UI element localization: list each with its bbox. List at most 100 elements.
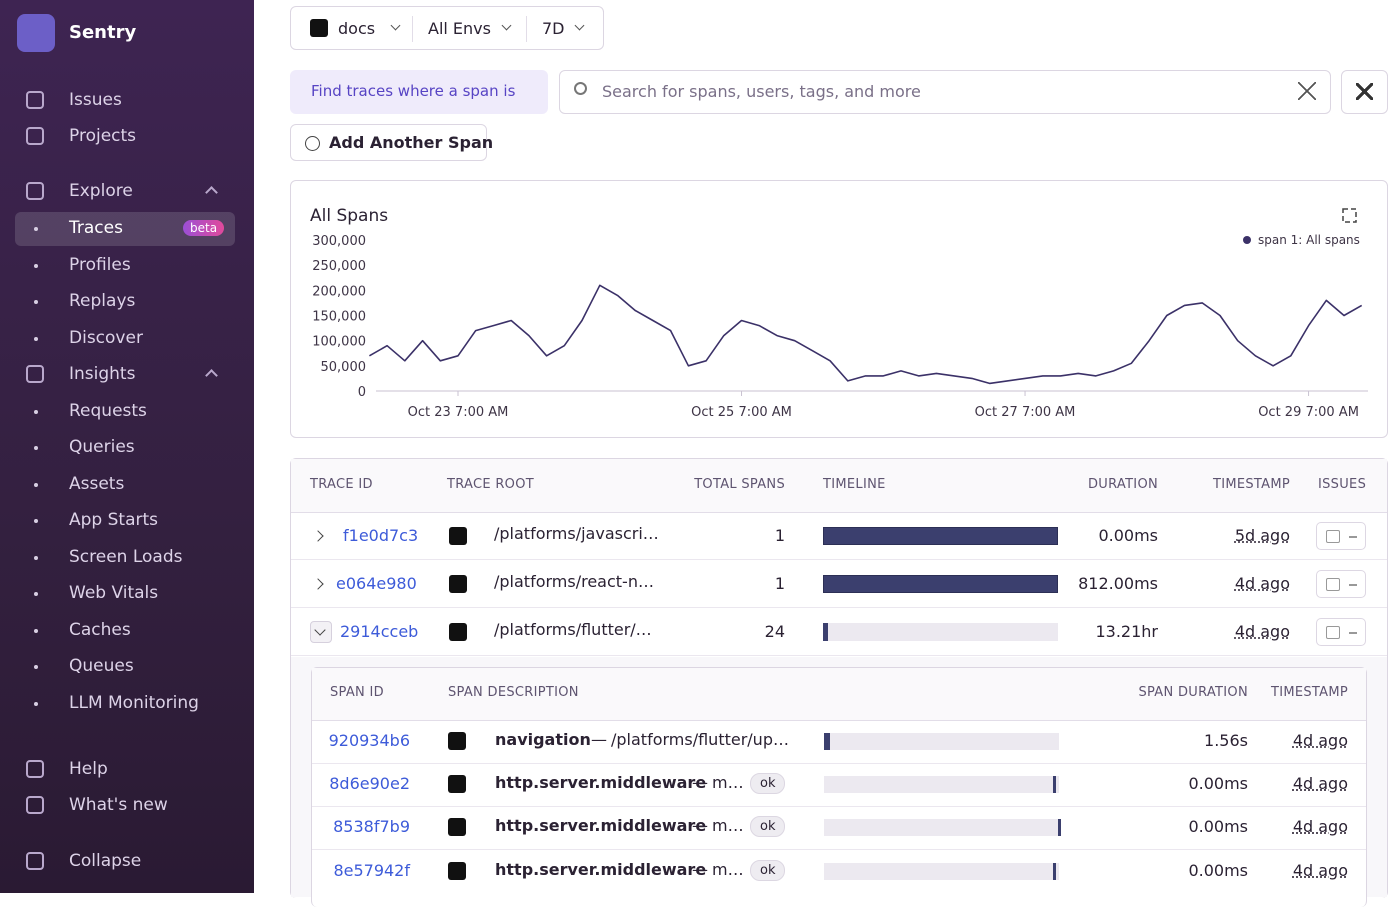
issues-dash xyxy=(1349,536,1357,538)
nav-bullet xyxy=(34,556,38,560)
timeline-track xyxy=(824,863,1059,880)
add-icon xyxy=(305,136,320,151)
column-header: TRACE ROOT xyxy=(447,477,534,492)
timeline-bar xyxy=(823,527,1058,545)
nav-icon xyxy=(26,127,44,145)
nav-label: Discover xyxy=(69,328,143,348)
span-operation: http.server.middleware xyxy=(495,816,707,835)
nav-bullet xyxy=(34,665,38,669)
span-description: m… xyxy=(712,860,744,879)
nav-item[interactable] xyxy=(15,753,235,787)
span-description: /platforms/flutter/up… xyxy=(611,730,789,749)
series-line xyxy=(369,284,1363,385)
platform-icon xyxy=(449,575,467,593)
y-tick-label: 300,000 xyxy=(312,234,366,249)
y-tick-label: 200,000 xyxy=(312,284,366,299)
nav-label: App Starts xyxy=(69,510,159,530)
timeline-bar xyxy=(824,733,830,750)
nav-label: Assets xyxy=(69,474,125,494)
legend-label: span 1: All spans xyxy=(1258,233,1360,247)
divider xyxy=(526,16,527,42)
nav-bullet xyxy=(34,410,38,414)
project-icon xyxy=(310,19,328,37)
duration: 0.00ms xyxy=(1098,526,1158,545)
timeline-bar xyxy=(823,575,1058,593)
search-icon xyxy=(574,82,587,95)
chart-panel xyxy=(290,180,1388,438)
timestamp: 4d ago xyxy=(1292,861,1348,880)
nav-label: Web Vitals xyxy=(69,583,159,603)
row-divider xyxy=(312,806,1366,807)
trace-root: /platforms/javascri… xyxy=(494,524,659,543)
span-id[interactable]: 8538f7b9 xyxy=(333,817,410,836)
trace-id[interactable]: f1e0d7c3 xyxy=(343,526,419,545)
issues-button[interactable] xyxy=(1316,522,1366,550)
nav-icon xyxy=(26,760,44,778)
legend-marker xyxy=(1243,236,1251,244)
platform-icon xyxy=(448,775,466,793)
span-id[interactable]: 920934b6 xyxy=(328,731,410,750)
nav-label: Requests xyxy=(69,401,147,421)
status-pill: ok xyxy=(750,773,786,794)
trace-root: /platforms/flutter/… xyxy=(494,620,652,639)
timestamp: 4d ago xyxy=(1292,817,1348,836)
span-duration: 0.00ms xyxy=(1188,817,1248,836)
nav-bullet xyxy=(34,337,38,341)
nav-label: Issues xyxy=(69,90,122,110)
total-spans: 1 xyxy=(774,574,785,593)
platform-icon xyxy=(449,527,467,545)
nav-label: Help xyxy=(69,759,108,779)
nav-label: Explore xyxy=(69,181,133,201)
expander[interactable] xyxy=(310,621,332,643)
trace-header-bg xyxy=(291,459,1387,513)
span-description: m… xyxy=(712,816,744,835)
total-spans: 24 xyxy=(764,622,785,641)
span-header-bg xyxy=(312,668,1366,721)
column-header: SPAN DURATION xyxy=(1138,685,1248,700)
trace-root: /platforms/react-n… xyxy=(494,572,654,591)
nav-bullet xyxy=(34,702,38,706)
platform-icon xyxy=(448,818,466,836)
org-name[interactable]: Sentry xyxy=(69,22,137,43)
issues-button[interactable] xyxy=(1316,570,1366,598)
chart-title: All Spans xyxy=(310,206,388,226)
timeline-bar xyxy=(1053,776,1056,793)
trace-id[interactable]: 2914cceb xyxy=(340,622,419,641)
clear-icon[interactable] xyxy=(1298,82,1316,100)
nav-label: Profiles xyxy=(69,255,131,275)
nav-label: Caches xyxy=(69,620,131,640)
nav-label: LLM Monitoring xyxy=(69,693,199,713)
trace-id[interactable]: e064e980 xyxy=(336,574,417,593)
issues-button[interactable] xyxy=(1316,618,1366,646)
x-tick-label: Oct 23 7:00 AM xyxy=(408,405,509,420)
issues-dash xyxy=(1349,584,1357,586)
nav-item[interactable] xyxy=(15,468,235,502)
add-span-button[interactable] xyxy=(290,124,487,161)
nav-label: Replays xyxy=(69,291,136,311)
nav-bullet xyxy=(34,483,38,487)
nav-bullet xyxy=(34,629,38,633)
nav-item[interactable] xyxy=(15,84,235,118)
status-pill: ok xyxy=(750,860,786,881)
separator: — xyxy=(591,730,607,749)
nav-bullet xyxy=(34,300,38,304)
search-box[interactable] xyxy=(559,70,1331,114)
span-id[interactable]: 8d6e90e2 xyxy=(329,774,410,793)
period-filter[interactable]: 7D xyxy=(542,19,565,38)
row-divider xyxy=(291,559,1387,560)
timestamp: 5d ago xyxy=(1234,526,1290,545)
filter-bar xyxy=(290,6,604,50)
y-tick-label: 250,000 xyxy=(312,259,366,274)
env-filter[interactable]: All Envs xyxy=(428,19,491,38)
project-filter[interactable]: docs xyxy=(338,19,376,38)
timeline-bar xyxy=(1058,819,1061,836)
query-prompt-box xyxy=(290,70,548,114)
span-operation: navigation xyxy=(495,730,591,749)
row-divider xyxy=(312,849,1366,850)
column-header: SPAN DESCRIPTION xyxy=(448,685,579,700)
separator: — xyxy=(692,860,708,879)
platform-icon xyxy=(449,623,467,641)
span-id[interactable]: 8e57942f xyxy=(333,861,410,880)
